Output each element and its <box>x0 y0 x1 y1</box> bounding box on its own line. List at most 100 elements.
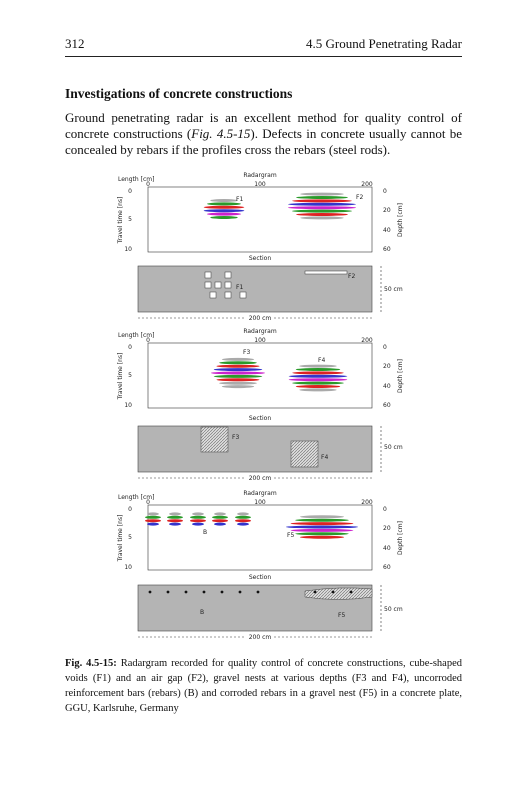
reflection <box>145 515 161 519</box>
reflection <box>290 528 354 532</box>
reflection <box>210 199 238 202</box>
depth-tick-label: 40 <box>383 383 391 390</box>
length-label: Length [cm] <box>118 332 154 339</box>
section-mark: F2 <box>348 273 355 280</box>
reflection <box>295 385 341 388</box>
reflection <box>235 519 251 523</box>
reflection <box>214 512 226 516</box>
reflection <box>292 199 352 203</box>
reflection <box>292 381 344 385</box>
depth-label: Depth [cm] <box>397 359 404 393</box>
section-label: Section <box>249 415 271 422</box>
depth-scale: 50 cm <box>384 606 403 613</box>
reflection <box>296 196 348 199</box>
time-tick-label: 0 <box>128 344 132 351</box>
page-number: 312 <box>65 36 85 51</box>
reflection <box>288 378 348 382</box>
x-tick-label: 200 <box>361 337 373 344</box>
text: Ground penetrating radar is an excellent… <box>65 110 462 141</box>
caption-label: Fig. 4.5-15: <box>65 658 117 669</box>
depth-tick-label: 0 <box>383 344 387 351</box>
depth-tick-label: 20 <box>383 363 391 370</box>
reflection <box>237 512 249 516</box>
reflection <box>206 202 242 206</box>
reflection <box>203 209 245 213</box>
reflection <box>214 522 226 526</box>
rebar <box>256 590 260 594</box>
figure-ref: Fig. 4.5-15 <box>191 126 251 141</box>
reflection <box>167 519 183 523</box>
rebar <box>184 590 188 594</box>
gravel-nest <box>304 587 373 600</box>
rebar <box>166 590 170 594</box>
void <box>209 291 217 299</box>
x-tick-label: 0 <box>146 499 150 506</box>
void <box>204 271 212 279</box>
reflection <box>167 515 183 519</box>
time-tick-label: 10 <box>124 402 132 409</box>
time-tick-label: 5 <box>128 534 132 541</box>
time-tick-label: 5 <box>128 372 132 379</box>
x-tick-label: 100 <box>254 499 266 506</box>
depth-tick-label: 40 <box>383 545 391 552</box>
depth-scale: 50 cm <box>384 444 403 451</box>
reflection <box>288 206 356 210</box>
reflection <box>292 209 352 213</box>
reflection <box>296 213 348 216</box>
reflection <box>300 192 344 196</box>
depth-tick-label: 0 <box>383 188 387 195</box>
time-tick-label: 5 <box>128 216 132 223</box>
depth-tick-label: 20 <box>383 525 391 532</box>
reflection <box>219 361 257 365</box>
air-gap <box>304 270 348 275</box>
radargram-label: Radargram <box>243 328 277 335</box>
depth-label: Depth [cm] <box>397 203 404 237</box>
x-tick-label: 0 <box>146 337 150 344</box>
depth-tick-label: 60 <box>383 564 391 571</box>
section-mark: F1 <box>236 284 243 291</box>
reflection <box>221 385 255 389</box>
depth-tick-label: 0 <box>383 506 387 513</box>
reflection <box>295 532 349 536</box>
reflection <box>192 522 204 526</box>
scale-label-bg <box>246 474 274 482</box>
void <box>239 291 247 299</box>
radargram-label: Radargram <box>243 490 277 497</box>
reflection <box>219 381 257 385</box>
reflection <box>210 216 238 219</box>
x-tick-label: 0 <box>146 181 150 188</box>
reflection <box>169 512 181 516</box>
reflection <box>292 371 344 375</box>
time-label: Travel time [ns] <box>117 353 124 401</box>
section-mark: F4 <box>321 454 328 461</box>
section-title: Investigations of concrete constructions <box>65 86 293 101</box>
void <box>224 271 232 279</box>
radargram-label: Radargram <box>243 172 277 179</box>
radargram-mark: F3 <box>243 349 250 356</box>
reflection <box>221 357 255 361</box>
section-label: Section <box>249 574 271 581</box>
time-tick-label: 10 <box>124 246 132 253</box>
gravel-nest <box>200 426 229 453</box>
length-label: Length [cm] <box>118 494 154 501</box>
time-tick-label: 0 <box>128 506 132 513</box>
caption: Fig. 4.5-15: Radargram recorded for qual… <box>65 656 462 716</box>
reflection <box>190 519 206 523</box>
rebar <box>331 590 335 594</box>
reflection <box>286 525 358 529</box>
rebar <box>202 590 206 594</box>
reflection <box>212 519 228 523</box>
rebar <box>148 590 152 594</box>
running-title: 4.5 Ground Penetrating Radar <box>306 36 462 51</box>
reflection <box>299 535 345 539</box>
reflection <box>300 216 344 220</box>
reflection <box>299 515 345 519</box>
x-tick-label: 100 <box>254 337 266 344</box>
radargram-mark: F4 <box>318 357 325 364</box>
text: ). Defects in concrete usually cannot be… <box>65 126 462 157</box>
reflection <box>288 374 348 378</box>
section-mark: F3 <box>232 434 239 441</box>
reflection <box>299 364 337 368</box>
